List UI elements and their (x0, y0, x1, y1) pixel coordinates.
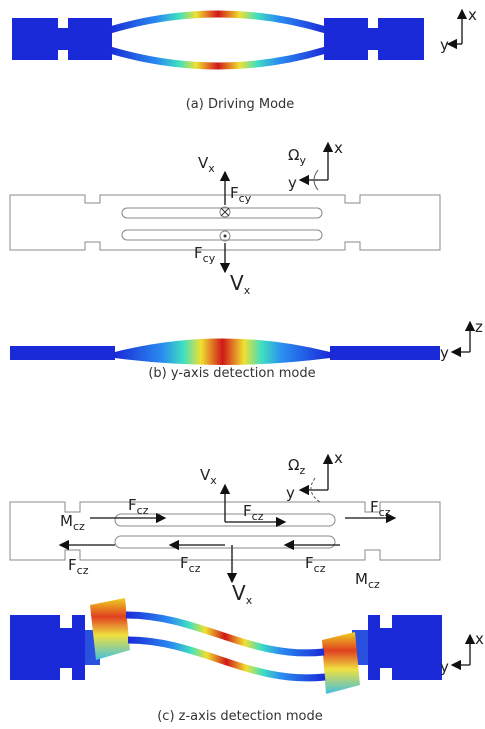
label: F (180, 554, 189, 572)
label-sub: cz (77, 564, 89, 577)
label: y (286, 484, 295, 502)
axis-label: y (440, 36, 449, 54)
svg-text:Fcz: Fcz (128, 496, 149, 517)
panel-a: x y (a) Driving Mode (12, 6, 477, 112)
panel-b: Vx Fcy Fcy Vx Ωy x y z y (b) y-axis dete… (10, 139, 483, 381)
label-sub: x (244, 284, 251, 297)
label: Ω (288, 146, 299, 164)
label-sub: cz (314, 562, 326, 575)
label: x (334, 449, 343, 467)
caption: (a) Driving Mode (186, 97, 295, 112)
svg-text:x: x (334, 449, 343, 467)
svg-text:x: x (334, 139, 343, 157)
label: M (60, 512, 73, 530)
label: M (355, 570, 368, 588)
svg-text:y: y (440, 36, 449, 54)
svg-text:Vx: Vx (198, 154, 215, 175)
svg-text:y: y (440, 658, 449, 676)
svg-text:Fcz: Fcz (243, 502, 264, 523)
axis-label: y (440, 344, 449, 362)
svg-text:y: y (288, 174, 297, 192)
svg-text:Fcz: Fcz (180, 554, 201, 575)
label: F (370, 498, 379, 516)
label-sub: cz (252, 510, 264, 523)
label-sub: cy (203, 252, 216, 265)
svg-text:Fcz: Fcz (305, 554, 326, 575)
label: V (232, 581, 246, 605)
label-sub: cz (137, 504, 149, 517)
svg-text:Vx: Vx (232, 581, 253, 607)
label-sub: z (299, 464, 305, 477)
label: F (68, 556, 77, 574)
svg-text:y: y (286, 484, 295, 502)
panel-c: Mcz Fcz Vx Fcz Ωz x y Fcz Fcz Fcz Fcz Mc… (10, 449, 484, 724)
axis-label: x (468, 6, 477, 24)
label-sub: y (299, 154, 306, 167)
label-sub: cz (189, 562, 201, 575)
svg-text:Fcz: Fcz (68, 556, 89, 577)
label-sub: cy (239, 192, 252, 205)
label: F (305, 554, 314, 572)
svg-text:Fcz: Fcz (370, 498, 391, 519)
label: F (128, 496, 137, 514)
caption: (c) z-axis detection mode (157, 709, 323, 724)
svg-text:Ωy: Ωy (288, 146, 306, 167)
label-sub: x (210, 474, 217, 487)
svg-text:y: y (440, 344, 449, 362)
svg-text:Fcy: Fcy (194, 244, 216, 265)
caption: (b) y-axis detection mode (148, 366, 315, 381)
svg-text:Ωz: Ωz (288, 456, 305, 477)
axis-label: z (475, 318, 483, 336)
label: F (243, 502, 252, 520)
label: Ω (288, 456, 299, 474)
label-sub: cz (379, 506, 391, 519)
svg-text:x: x (468, 6, 477, 24)
label: F (230, 184, 239, 202)
axis-label: x (475, 630, 484, 648)
label: x (334, 139, 343, 157)
svg-text:Mcz: Mcz (355, 570, 380, 591)
svg-text:x: x (475, 630, 484, 648)
label-sub: cz (73, 520, 85, 533)
label-sub: cz (368, 578, 380, 591)
label: V (230, 271, 244, 295)
svg-text:Fcy: Fcy (230, 184, 252, 205)
label-sub: x (208, 162, 215, 175)
svg-text:Vx: Vx (200, 466, 217, 487)
label: F (194, 244, 203, 262)
svg-text:Mcz: Mcz (60, 512, 85, 533)
label: y (288, 174, 297, 192)
label-sub: x (246, 594, 253, 607)
svg-text:z: z (475, 318, 483, 336)
figure: x y (a) Driving Mode Vx Fcy Fcy Vx Ωy x … (0, 0, 485, 729)
axis-label: y (440, 658, 449, 676)
svg-text:Vx: Vx (230, 271, 251, 297)
